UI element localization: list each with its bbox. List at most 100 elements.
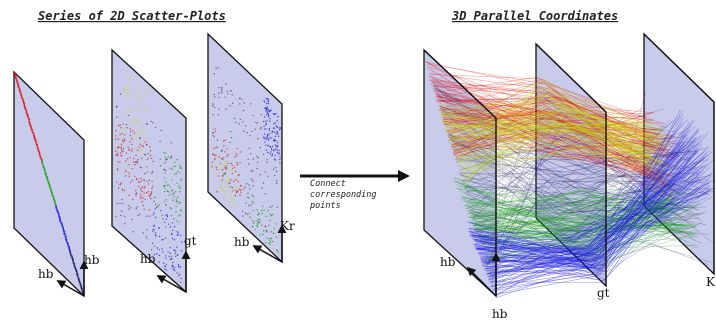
scatter-point	[271, 205, 273, 207]
parallel-line	[492, 133, 687, 292]
parallel-line	[440, 111, 654, 139]
parallel-line	[441, 111, 647, 164]
scatter-point	[136, 120, 138, 123]
scatter-point	[256, 155, 258, 158]
parallel-line	[464, 87, 682, 233]
scatter-point	[256, 225, 258, 227]
parallel-line	[443, 122, 663, 145]
scatter-point	[251, 194, 254, 196]
scatter-point	[265, 128, 267, 130]
parallel-line	[454, 146, 670, 157]
scatter-point	[128, 164, 130, 166]
scatter-point	[153, 245, 156, 247]
parallel-line	[458, 160, 648, 175]
parallel-line	[459, 110, 660, 172]
parallel-line	[434, 92, 659, 134]
parallel-line	[451, 106, 645, 153]
scatter-plot-2-axis-x-arrow	[156, 275, 187, 293]
scatter-point	[164, 172, 166, 174]
scatter-point	[256, 161, 259, 164]
scatter-point	[265, 110, 267, 112]
scatter-point	[232, 187, 234, 189]
scatter-point	[178, 266, 180, 268]
parallel-line	[430, 76, 674, 161]
scatter-point	[136, 149, 139, 151]
scatter-point	[165, 214, 167, 216]
parallel-line	[485, 86, 654, 262]
scatter-plot-1: hb hb	[12, 70, 100, 298]
scatter-point	[224, 167, 226, 169]
parallel-line	[467, 210, 682, 237]
scatter-point	[263, 125, 265, 127]
scatter-point	[176, 254, 179, 256]
scatter-point	[270, 231, 272, 233]
parallel-line	[462, 197, 668, 235]
scatter-point	[214, 174, 217, 177]
scatter-point	[177, 275, 180, 277]
parallel-line	[461, 79, 646, 176]
parallel-line	[431, 80, 668, 129]
scatter-point	[152, 214, 154, 216]
scatter-point	[269, 120, 271, 122]
parallel-line	[426, 68, 678, 167]
parallel-line	[467, 180, 673, 236]
scatter-point	[150, 193, 152, 195]
parallel-line	[490, 146, 709, 285]
scatter-point	[166, 215, 169, 218]
parallel-line	[455, 184, 695, 234]
parallel-line	[438, 109, 660, 130]
scatter-point	[248, 184, 250, 186]
scatter-point	[63, 231, 66, 233]
scatter-point	[243, 188, 245, 190]
parallel-line	[443, 110, 667, 147]
parallel-line	[466, 146, 649, 182]
parallel-line	[435, 94, 671, 150]
parallel-line	[434, 94, 647, 173]
scatter-point	[212, 154, 214, 156]
scatter-point	[142, 204, 144, 207]
scatter-point	[264, 101, 266, 104]
scatter-point	[140, 157, 143, 160]
scatter-point	[165, 263, 168, 266]
scatter-point	[265, 149, 268, 152]
scatter-point	[176, 230, 178, 233]
scatter-point	[272, 127, 275, 129]
scatter-plot-1-axis-x-label: hb	[38, 267, 54, 281]
scatter-point	[234, 185, 236, 187]
scatter-point	[274, 131, 276, 133]
scatter-point	[239, 97, 241, 100]
scatter-point	[144, 154, 147, 156]
scatter-point	[262, 153, 265, 156]
scatter-point	[273, 138, 275, 140]
parallel-line	[426, 63, 659, 167]
scatter-point	[224, 172, 226, 174]
scatter-point	[125, 85, 127, 87]
scatter-point	[149, 195, 151, 197]
parallel-line	[485, 126, 670, 267]
parallel-line	[480, 174, 712, 243]
parallel-line	[430, 83, 655, 139]
parallel-line	[464, 109, 651, 184]
scatter-point	[213, 136, 215, 138]
scatter-point	[249, 188, 251, 190]
scatter-point	[256, 226, 259, 228]
scatter-point	[171, 168, 173, 170]
scatter-point	[178, 201, 181, 203]
scatter-point	[137, 85, 139, 87]
scatter-point	[167, 223, 170, 225]
scatter-point	[170, 193, 172, 195]
scatter-point	[172, 268, 175, 271]
scatter-point	[171, 179, 173, 181]
parallel-line	[430, 78, 659, 165]
parallel-line	[453, 99, 648, 153]
parallel-line	[425, 61, 667, 150]
scatter-point	[136, 206, 138, 208]
scatter-point	[155, 206, 158, 209]
scatter-point	[250, 169, 252, 172]
scatter-point	[146, 180, 148, 182]
scatter-point	[271, 137, 273, 139]
parallel-line	[450, 131, 674, 148]
parallel-line	[486, 170, 682, 277]
scatter-point	[135, 208, 137, 210]
scatter-point	[252, 222, 255, 224]
